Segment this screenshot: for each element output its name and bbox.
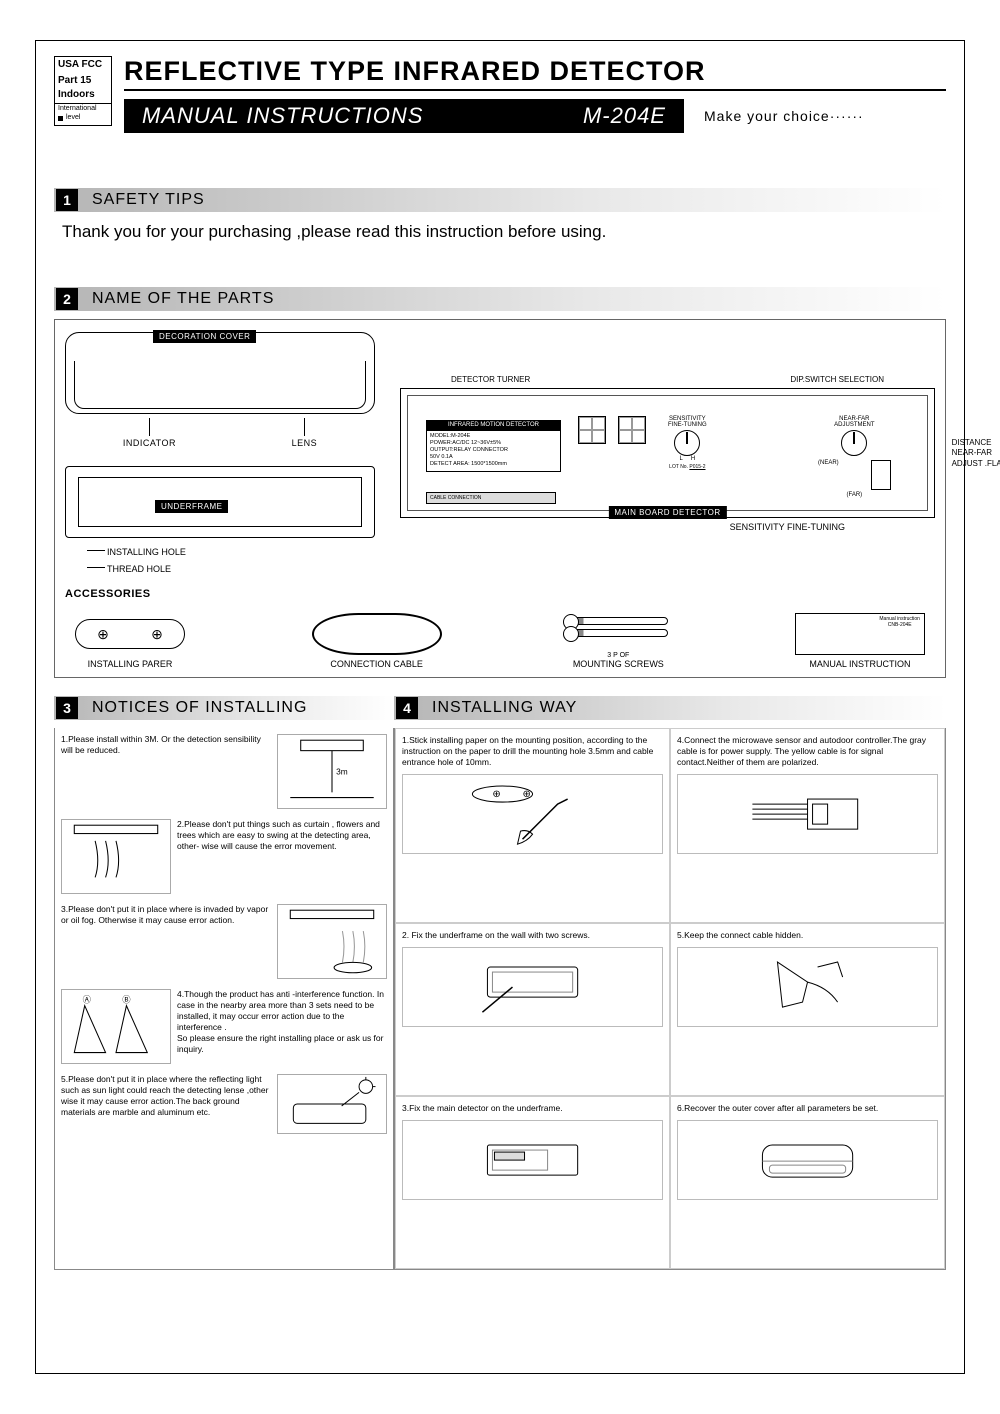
subtitle-text: MANUAL INSTRUCTIONS (142, 103, 423, 129)
install-2-fig (402, 947, 663, 1027)
model-text: M-204E (583, 103, 666, 129)
notice-3-fig (277, 904, 387, 979)
svg-text:⊕: ⊕ (522, 789, 530, 800)
header: USA FCC Part 15 Indoors International le… (54, 56, 946, 133)
cert-line2: Part 15 (55, 73, 111, 89)
acc-manual: Manual instruction CNB-204E MANUAL INSTR… (795, 613, 925, 669)
install-5: 5.Keep the connect cable hidden. (670, 923, 945, 1096)
svg-text:Ⓐ: Ⓐ (83, 995, 92, 1005)
notice-1: 1.Please install within 3M. Or the detec… (61, 734, 271, 756)
dial-near-far: NEAR-FAR ADJUSTMENT (NEAR) (FAR) (818, 416, 891, 498)
notice-5: 5.Please don't put it in place where the… (61, 1074, 271, 1118)
install-3: 3.Fix the main detector on the underfram… (395, 1096, 670, 1269)
install-4-fig (677, 774, 938, 854)
sensitivity-bottom-label: SENSITIVITY FINE-TUNING (400, 522, 935, 532)
cert-line3: Indoors (55, 89, 111, 103)
svg-text:3m: 3m (336, 767, 348, 777)
install-hole-label: INSTALLING HOLE (107, 544, 375, 561)
notice-4-fig: ⒶⒷ (61, 989, 171, 1064)
dial-sensitivity: SENSITIVITY FINE-TUNING LH LOT No. P015-… (668, 416, 707, 470)
install-6: 6.Recover the outer cover after all para… (670, 1096, 945, 1269)
switch-1 (578, 416, 606, 444)
section-3-head: 3 NOTICES OF INSTALLING (54, 696, 394, 720)
install-5-fig (677, 947, 938, 1027)
main-title: REFLECTIVE TYPE INFRARED DETECTOR (124, 56, 946, 91)
section-4-title: INSTALLING WAY (432, 699, 577, 717)
indicator-label: INDICATOR (123, 438, 176, 448)
cert-badge: USA FCC Part 15 Indoors International le… (54, 56, 112, 126)
svg-text:⊕: ⊕ (492, 789, 500, 800)
notice-3: 3.Please don't put it in place where is … (61, 904, 271, 926)
accessories-row: ⊕⊕ INSTALLING PARER CONNECTION CABLE 3 P… (65, 606, 935, 669)
acc-paper: ⊕⊕ INSTALLING PARER (75, 613, 185, 669)
section-1-head: 1 SAFETY TIPS (54, 188, 946, 212)
subtitle-bar: MANUAL INSTRUCTIONS M-204E (124, 99, 684, 133)
section-2-num: 2 (56, 288, 78, 310)
notice-4: 4.Though the product has anti -interfere… (177, 989, 387, 1055)
intro-text: Thank you for your purchasing ,please re… (62, 222, 946, 242)
accessories-title: ACCESSORIES (65, 588, 935, 600)
main-board-label: MAIN BOARD DETECTOR (608, 506, 726, 519)
section-4-head: 4 INSTALLING WAY (394, 696, 946, 720)
sticker-l1: MODEL:M-204E (430, 433, 557, 440)
install-2: 2. Fix the underframe on the wall with t… (395, 923, 670, 1096)
decoration-cover-label: DECORATION COVER (153, 330, 256, 343)
notice-2: 2.Please don't put things such as curtai… (177, 819, 387, 852)
mainboard-figure: DETECTOR TURNER DIP.SWITCH SELECTION INF… (400, 388, 935, 518)
info-sticker: INFRARED MOTION DETECTOR MODEL:M-204E PO… (426, 420, 561, 472)
section-3-title: NOTICES OF INSTALLING (92, 699, 307, 717)
section-1-title: SAFETY TIPS (92, 191, 205, 209)
distance-side-label: DISTANCE NEAR-FAR ADJUST .FLAP (952, 438, 1000, 469)
install-1: 1.Stick installing paper on the mounting… (395, 728, 670, 923)
detector-turner-label: DETECTOR TURNER (451, 375, 530, 384)
cable-strip: CABLE CONNECTION (426, 492, 556, 504)
device-front-figure (65, 332, 375, 414)
svg-text:Ⓑ: Ⓑ (122, 995, 131, 1005)
install-6-fig (677, 1120, 938, 1200)
section-3-body: 1.Please install within 3M. Or the detec… (54, 728, 394, 1270)
section-4-body: 1.Stick installing paper on the mounting… (394, 728, 946, 1270)
acc-cable: CONNECTION CABLE (312, 613, 442, 669)
cert-line4: International (55, 103, 111, 114)
sticker-l3: OUTPUT:RELAY CONNECTOR (430, 447, 557, 454)
underframe-label: UNDERFRAME (155, 500, 228, 513)
section-1-num: 1 (56, 189, 78, 211)
thread-hole-label: THREAD HOLE (107, 561, 375, 578)
section-2-head: 2 NAME OF THE PARTS (54, 287, 946, 311)
sticker-l5: DETECT AREA: 1500*1500mm (430, 461, 557, 468)
sticker-l2: POWER:AC/DC 12~36V±5% (430, 440, 557, 447)
notice-2-fig (61, 819, 171, 894)
section-3-num: 3 (56, 697, 78, 719)
lens-label: LENS (292, 438, 318, 448)
section-2-title: NAME OF THE PARTS (92, 290, 274, 308)
sticker-title: INFRARED MOTION DETECTOR (427, 421, 560, 431)
install-1-fig: ⊕⊕ (402, 774, 663, 854)
cert-line1: USA FCC (55, 57, 111, 73)
install-3-fig (402, 1120, 663, 1200)
cert-line5: level (55, 114, 111, 124)
notice-1-fig: 3m (277, 734, 387, 809)
switch-2 (618, 416, 646, 444)
tagline: Make your choice······ (704, 108, 864, 124)
install-4: 4.Connect the microwave sensor and autod… (670, 728, 945, 923)
sticker-l4: 50V 0.1A (430, 454, 557, 461)
parts-diagram-outer: DECORATION COVER INDICATOR LENS UNDERFRA… (54, 319, 946, 678)
notice-5-fig (277, 1074, 387, 1134)
dip-switch-label: DIP.SWITCH SELECTION (790, 375, 884, 384)
acc-screws: 3 P OF MOUNTING SCREWS (568, 606, 668, 669)
section-4-num: 4 (396, 697, 418, 719)
